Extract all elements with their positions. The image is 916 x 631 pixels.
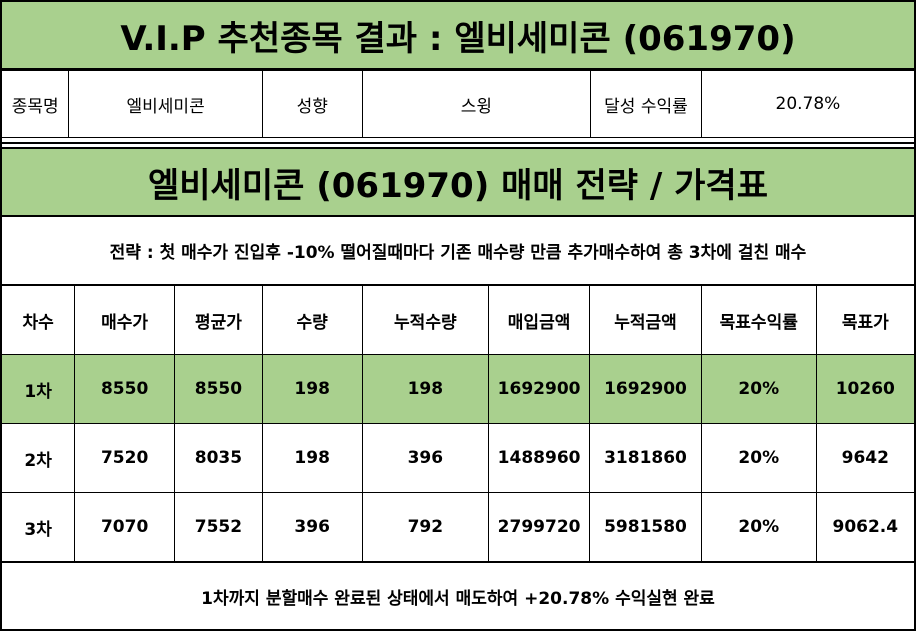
result-summary: 1차까지 분할매수 완료된 상태에서 매도하여 +20.78% 수익실현 완료 [0,562,916,631]
table-cell: 396 [261,492,363,562]
header-cell: 차수 [0,285,76,355]
table-cell: 9642 [815,423,916,493]
table-cell: 198 [261,354,363,424]
table-cell: 8035 [174,423,263,493]
table-cell: 1692900 [488,354,591,424]
header-cell: 수량 [261,285,363,355]
trade-type-value: 스윙 [361,70,592,138]
header-cell: 평균가 [174,285,263,355]
table-cell: 7520 [74,423,175,493]
table-cell: 20% [700,492,817,562]
header-cell: 매입금액 [488,285,591,355]
price-table: 차수 매수가 평균가 수량 누적수량 매입금액 누적금액 목표수익률 목표가 1… [0,285,916,562]
table-cell: 7070 [74,492,175,562]
table-cell: 2799720 [488,492,591,562]
table-row: 2차 7520 8035 198 396 1488960 3181860 20%… [0,423,916,493]
table-cell: 396 [361,423,490,493]
table-header-row: 차수 매수가 평균가 수량 누적수량 매입금액 누적금액 목표수익률 목표가 [0,285,916,355]
strategy-description: 전략 : 첫 매수가 진입후 -10% 떨어질때마다 기존 매수량 만큼 추가매… [0,217,916,285]
table-cell: 20% [700,354,817,424]
trade-type-label: 성향 [261,70,363,138]
table-row: 3차 7070 7552 396 792 2799720 5981580 20%… [0,492,916,562]
header-cell: 누적수량 [361,285,490,355]
table-cell: 1차 [0,354,76,424]
header-cell: 매수가 [74,285,175,355]
table-cell: 8550 [174,354,263,424]
table-cell: 5981580 [589,492,702,562]
table-cell: 1692900 [589,354,702,424]
table-cell: 792 [361,492,490,562]
stock-name-value: 엘비세미콘 [68,70,263,138]
strategy-title: 엘비세미콘 (061970) 매매 전략 / 가격표 [0,147,916,217]
table-cell: 8550 [74,354,175,424]
table-cell: 1488960 [488,423,591,493]
table-cell: 198 [261,423,363,493]
report-title: V.I.P 추천종목 결과 : 엘비세미콘 (061970) [0,0,916,70]
header-cell: 목표가 [815,285,916,355]
header-cell: 목표수익률 [700,285,817,355]
table-cell: 3차 [0,492,76,562]
achieved-return-value: 20.78% [700,70,916,138]
table-cell: 7552 [174,492,263,562]
table-cell: 20% [700,423,817,493]
table-cell: 2차 [0,423,76,493]
achieved-return-label: 달성 수익률 [590,70,702,138]
table-row: 1차 8550 8550 198 198 1692900 1692900 20%… [0,354,916,424]
stock-info-table: 종목명 엘비세미콘 성향 스윙 달성 수익률 20.78% [0,70,916,138]
table-cell: 10260 [815,354,916,424]
table-cell: 198 [361,354,490,424]
stock-name-label: 종목명 [0,70,70,138]
table-cell: 3181860 [589,423,702,493]
table-cell: 9062.4 [815,492,916,562]
header-cell: 누적금액 [589,285,702,355]
section-divider [0,142,916,144]
